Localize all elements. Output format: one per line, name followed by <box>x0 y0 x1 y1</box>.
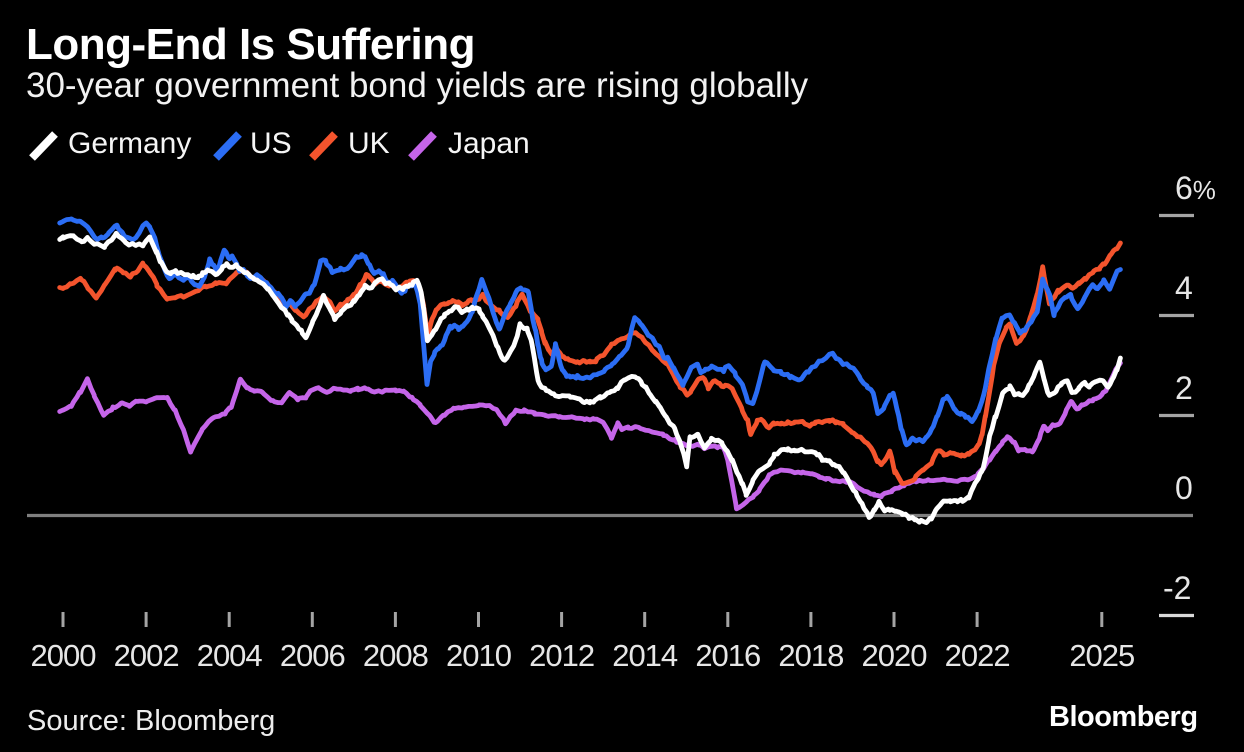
svg-text:2000: 2000 <box>31 638 97 673</box>
svg-text:-2: -2 <box>1163 570 1191 606</box>
svg-text:2012: 2012 <box>529 638 594 673</box>
svg-text:6%: 6% <box>1175 170 1216 206</box>
svg-text:2: 2 <box>1175 370 1193 406</box>
svg-text:2025: 2025 <box>1069 638 1134 673</box>
svg-text:2006: 2006 <box>280 638 345 673</box>
svg-text:2018: 2018 <box>778 638 843 673</box>
svg-text:2008: 2008 <box>363 638 428 673</box>
svg-text:2002: 2002 <box>114 638 179 673</box>
svg-text:2022: 2022 <box>945 638 1010 673</box>
svg-text:2004: 2004 <box>197 638 263 673</box>
svg-text:2020: 2020 <box>862 638 928 673</box>
svg-text:2010: 2010 <box>446 638 512 673</box>
svg-text:4: 4 <box>1175 270 1193 306</box>
svg-text:2016: 2016 <box>695 638 760 673</box>
svg-text:0: 0 <box>1175 470 1193 506</box>
svg-text:2014: 2014 <box>612 638 678 673</box>
